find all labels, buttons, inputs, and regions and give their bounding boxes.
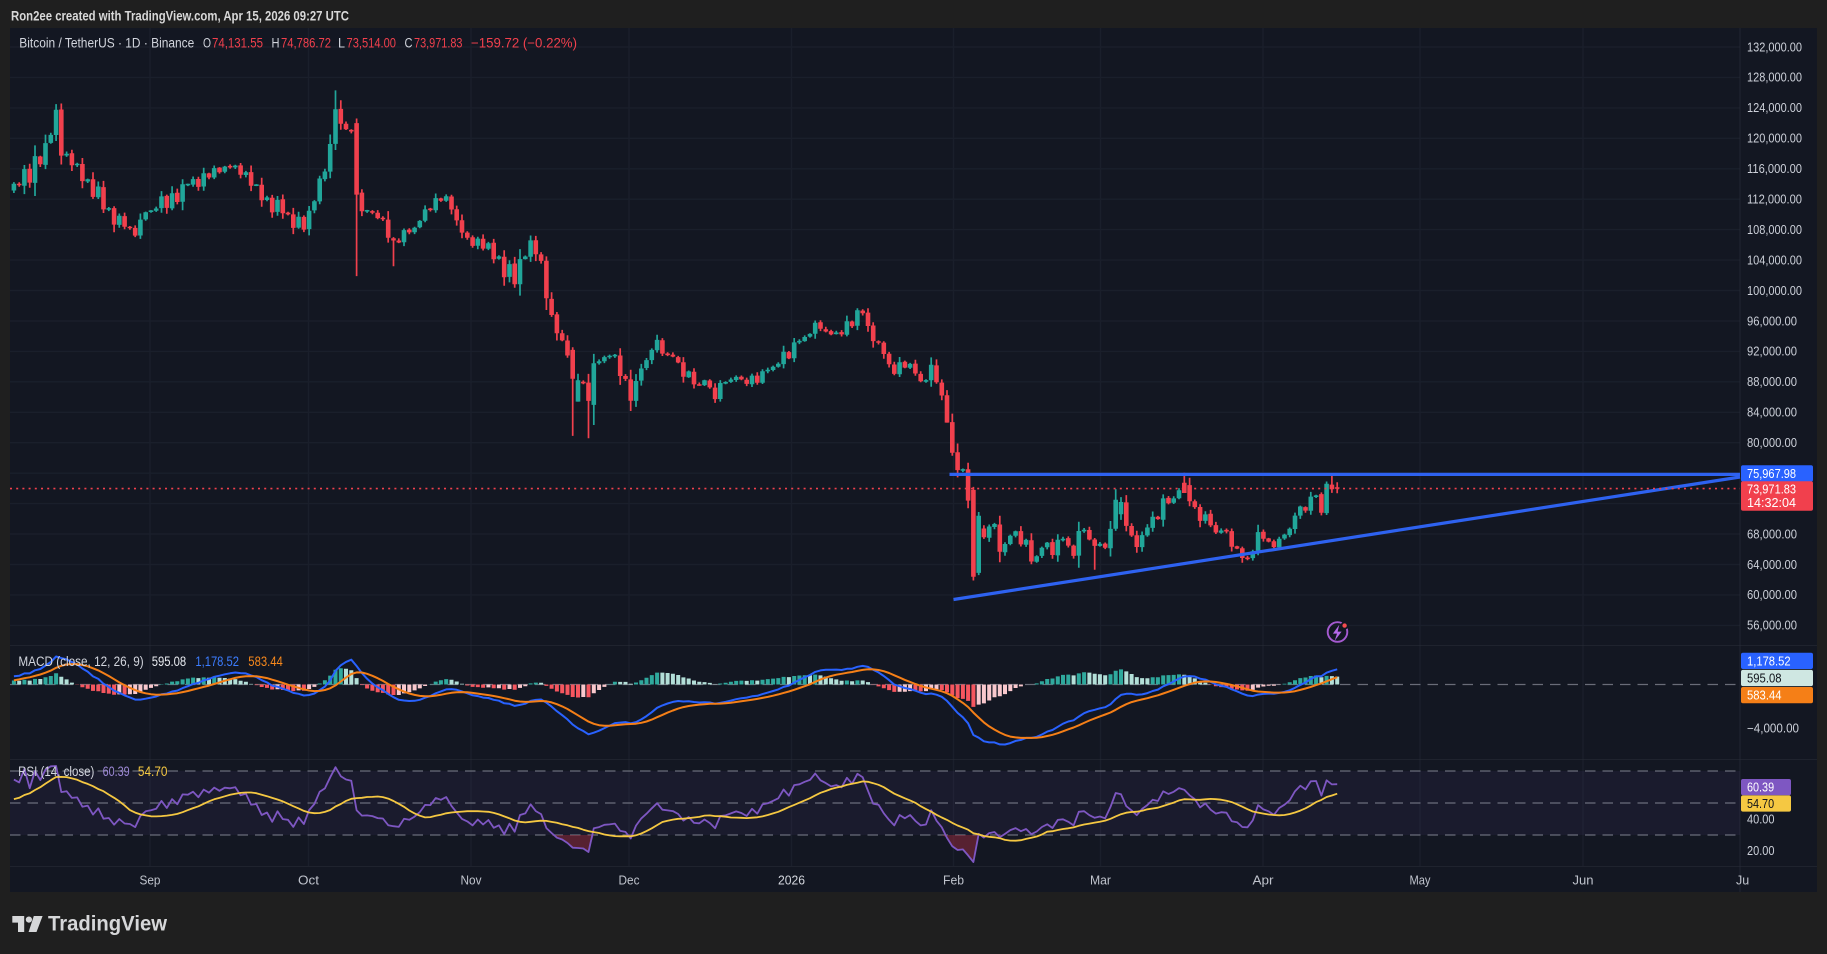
svg-text:595.08: 595.08 [152, 654, 187, 669]
svg-text:L: L [338, 36, 345, 51]
svg-text:120,000.00: 120,000.00 [1747, 132, 1802, 146]
svg-text:74,786.72: 74,786.72 [281, 36, 331, 51]
svg-text:2026: 2026 [778, 873, 805, 887]
svg-text:60.39: 60.39 [103, 764, 130, 779]
svg-text:Jun: Jun [1573, 873, 1594, 887]
svg-text:O: O [203, 36, 211, 51]
svg-text:96,000.00: 96,000.00 [1747, 314, 1797, 328]
svg-text:595.08: 595.08 [1747, 671, 1782, 685]
svg-text:MACD (close, 12, 26, 9): MACD (close, 12, 26, 9) [18, 654, 143, 669]
svg-text:116,000.00: 116,000.00 [1747, 162, 1802, 176]
svg-text:−159.72 (−0.22%): −159.72 (−0.22%) [471, 36, 577, 51]
svg-text:583.44: 583.44 [248, 654, 283, 669]
svg-text:40.00: 40.00 [1747, 812, 1775, 826]
svg-text:Dec: Dec [619, 873, 640, 887]
svg-text:132,000.00: 132,000.00 [1747, 40, 1802, 54]
svg-text:100,000.00: 100,000.00 [1747, 284, 1802, 298]
svg-text:73,971.83: 73,971.83 [414, 36, 463, 51]
svg-text:84,000.00: 84,000.00 [1747, 406, 1797, 420]
svg-text:H: H [272, 36, 280, 51]
svg-text:73,514.00: 73,514.00 [347, 36, 397, 51]
svg-text:64,000.00: 64,000.00 [1747, 558, 1797, 572]
svg-text:20.00: 20.00 [1747, 844, 1775, 858]
svg-text:Ju: Ju [1736, 873, 1749, 887]
svg-text:88,000.00: 88,000.00 [1747, 375, 1797, 389]
svg-text:Feb: Feb [943, 873, 964, 887]
svg-text:104,000.00: 104,000.00 [1747, 253, 1802, 267]
svg-text:Bitcoin / TetherUS · 1D · Bina: Bitcoin / TetherUS · 1D · Binance [19, 36, 194, 51]
svg-text:C: C [405, 36, 413, 51]
svg-text:124,000.00: 124,000.00 [1747, 101, 1802, 115]
svg-text:Apr: Apr [1253, 873, 1274, 887]
svg-text:14:32:04: 14:32:04 [1747, 496, 1796, 510]
svg-text:1,178.52: 1,178.52 [195, 654, 239, 669]
svg-text:Nov: Nov [461, 873, 483, 887]
svg-text:583.44: 583.44 [1747, 689, 1782, 703]
svg-text:56,000.00: 56,000.00 [1747, 619, 1797, 633]
svg-text:108,000.00: 108,000.00 [1747, 223, 1802, 237]
svg-text:54.70: 54.70 [138, 764, 168, 779]
svg-text:80,000.00: 80,000.00 [1747, 436, 1797, 450]
svg-text:May: May [1410, 873, 1432, 887]
svg-text:54.70: 54.70 [1747, 797, 1774, 811]
svg-text:Mar: Mar [1090, 873, 1111, 887]
svg-text:92,000.00: 92,000.00 [1747, 345, 1797, 359]
svg-text:Sep: Sep [140, 873, 161, 887]
svg-text:RSI (14, close): RSI (14, close) [18, 764, 94, 779]
svg-text:Ron2ee created with TradingVie: Ron2ee created with TradingView.com, Apr… [11, 8, 349, 24]
svg-text:68,000.00: 68,000.00 [1747, 527, 1797, 541]
svg-text:112,000.00: 112,000.00 [1747, 193, 1802, 207]
svg-text:75,967.98: 75,967.98 [1747, 467, 1796, 481]
svg-text:TradingView: TradingView [48, 912, 167, 936]
svg-text:128,000.00: 128,000.00 [1747, 71, 1802, 85]
svg-text:60.39: 60.39 [1747, 781, 1774, 795]
svg-text:Oct: Oct [298, 873, 320, 887]
svg-text:73,971.83: 73,971.83 [1747, 483, 1796, 497]
svg-text:74,131.55: 74,131.55 [212, 36, 263, 51]
svg-text:60,000.00: 60,000.00 [1747, 588, 1797, 602]
svg-text:−4,000.00: −4,000.00 [1747, 721, 1799, 735]
svg-text:1,178.52: 1,178.52 [1747, 654, 1791, 668]
